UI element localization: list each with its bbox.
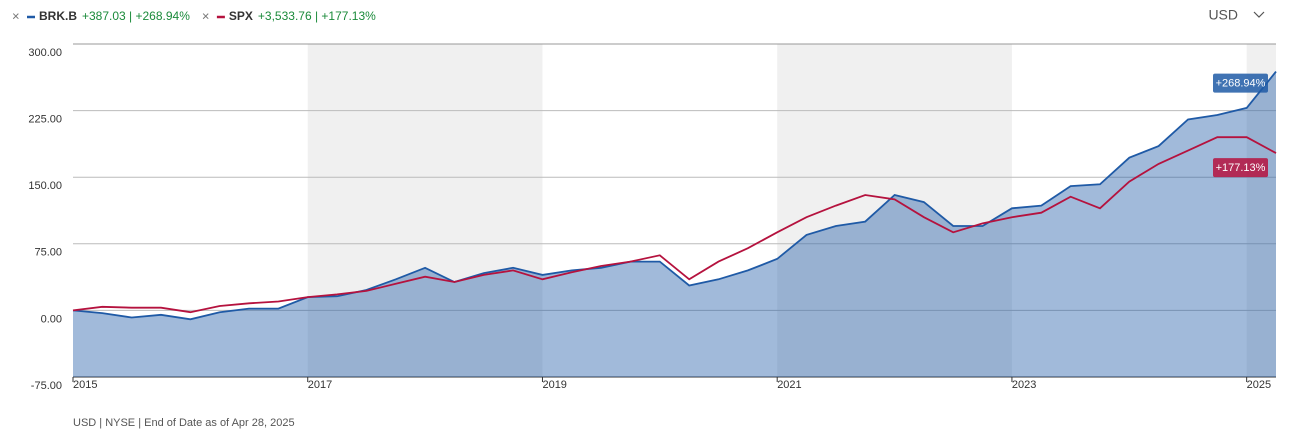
legend-stats: +3,533.76 | +177.13% [258, 9, 376, 23]
shaded-band [777, 44, 1012, 377]
end-label: +268.94% [1216, 77, 1266, 89]
y-tick-label: 225.00 [28, 114, 62, 126]
x-tick-label: 2025 [1247, 379, 1271, 391]
remove-icon[interactable]: × [202, 8, 210, 23]
legend: × BRK.B +387.03 | +268.94% × SPX +3,533.76 | … [12, 8, 376, 23]
currency-selector[interactable]: USD [1208, 7, 1238, 23]
y-tick-label: 0.00 [41, 313, 62, 325]
mark-layer: +268.94% +177.13% [72, 71, 1277, 377]
end-label-box [1213, 73, 1268, 93]
y-tick-label: 75.00 [34, 247, 62, 259]
shaded-band [1246, 44, 1276, 377]
dropdown-icon[interactable] [1253, 11, 1265, 18]
line [72, 136, 1277, 314]
legend-stats: +387.03 | +268.94% [82, 9, 190, 23]
y-tick-label: 300.00 [28, 47, 62, 59]
band-layer [307, 44, 1276, 377]
shaded-band [307, 44, 543, 377]
x-tick-label: 2015 [73, 379, 97, 391]
x-tick-label: 2023 [1012, 379, 1036, 391]
grid-layer: -75.00 0.00 75.00 150.00 225.00 300.00 2015 201… [28, 43, 1276, 392]
end-label: +177.13% [1216, 162, 1266, 174]
legend-name[interactable]: BRK.B [39, 9, 77, 23]
line [72, 71, 1277, 321]
y-tick-label: 150.00 [28, 180, 62, 192]
footnote: USD | NYSE | End of Date as of Apr 28, 2… [73, 417, 295, 429]
remove-icon[interactable]: × [12, 8, 20, 23]
x-tick-label: 2017 [308, 379, 332, 391]
area [73, 71, 1276, 377]
legend-name[interactable]: SPX [229, 9, 253, 23]
x-tick-label: 2021 [777, 379, 801, 391]
y-tick-label: -75.00 [31, 380, 62, 392]
end-label-box [1213, 158, 1268, 178]
x-tick-label: 2019 [542, 379, 566, 391]
